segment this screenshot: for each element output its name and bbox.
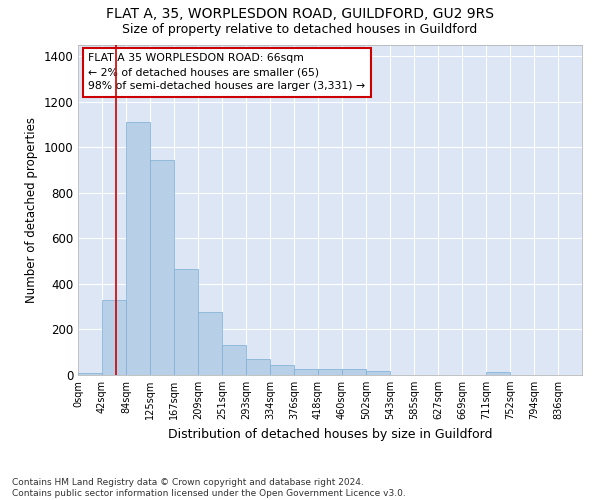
X-axis label: Distribution of detached houses by size in Guildford: Distribution of detached houses by size … <box>168 428 492 440</box>
Bar <box>342 370 366 375</box>
Bar <box>126 122 150 375</box>
Bar <box>270 366 294 375</box>
Text: Size of property relative to detached houses in Guildford: Size of property relative to detached ho… <box>122 22 478 36</box>
Bar <box>294 370 318 375</box>
Bar <box>318 369 342 375</box>
Bar <box>150 160 174 375</box>
Bar <box>102 300 126 375</box>
Text: FLAT A 35 WORPLESDON ROAD: 66sqm
← 2% of detached houses are smaller (65)
98% of: FLAT A 35 WORPLESDON ROAD: 66sqm ← 2% of… <box>88 53 365 91</box>
Bar <box>366 371 390 375</box>
Bar <box>222 346 246 375</box>
Bar <box>174 269 198 375</box>
Text: FLAT A, 35, WORPLESDON ROAD, GUILDFORD, GU2 9RS: FLAT A, 35, WORPLESDON ROAD, GUILDFORD, … <box>106 8 494 22</box>
Bar <box>486 372 510 375</box>
Y-axis label: Number of detached properties: Number of detached properties <box>25 117 38 303</box>
Bar <box>78 372 102 375</box>
Bar <box>246 359 270 375</box>
Text: Contains HM Land Registry data © Crown copyright and database right 2024.
Contai: Contains HM Land Registry data © Crown c… <box>12 478 406 498</box>
Bar <box>198 312 222 375</box>
